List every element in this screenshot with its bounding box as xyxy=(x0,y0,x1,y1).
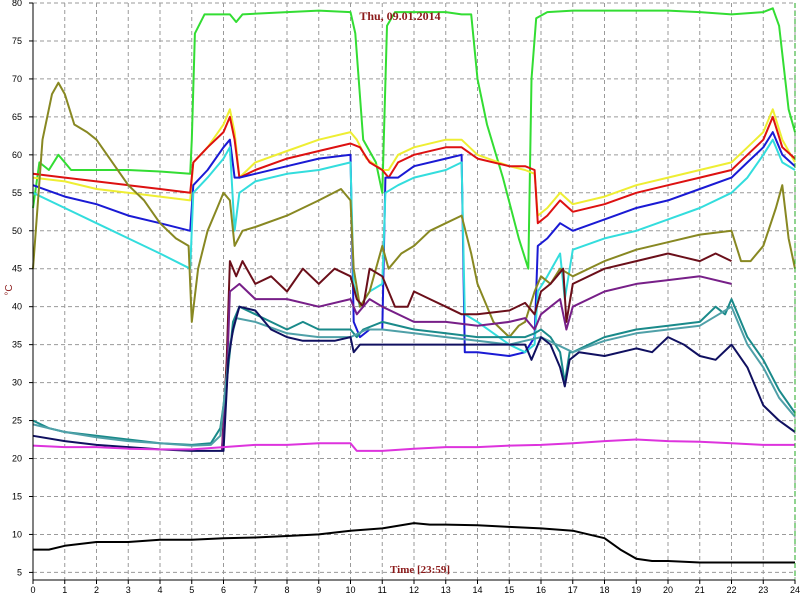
x-tick-label: 5 xyxy=(189,585,194,595)
x-tick-label: 21 xyxy=(695,585,705,595)
y-axis-label: °C xyxy=(4,284,15,295)
axis-layer xyxy=(29,2,796,584)
series-line-6 xyxy=(32,81,796,339)
series-layer xyxy=(32,7,796,564)
series-line-11 xyxy=(32,305,796,452)
x-tick-label: 1 xyxy=(62,585,67,595)
x-axis-label: Time [23:59] xyxy=(390,564,450,576)
y-tick-label: 50 xyxy=(12,226,22,236)
series-line-13 xyxy=(33,522,795,564)
y-tick-label: 80 xyxy=(12,0,22,8)
x-tick-label: 18 xyxy=(599,585,609,595)
y-tick-label: 10 xyxy=(12,529,22,539)
x-tick-label: 19 xyxy=(631,585,641,595)
y-tick-label: 35 xyxy=(12,340,22,350)
y-tick-label: 20 xyxy=(12,454,22,464)
x-tick-label: 7 xyxy=(253,585,258,595)
y-tick-label: 30 xyxy=(12,378,22,388)
x-tick-label: 13 xyxy=(441,585,451,595)
x-tick-label: 3 xyxy=(126,585,131,595)
x-tick-label: 10 xyxy=(345,585,355,595)
series-line-5 xyxy=(32,138,796,354)
chart-title: Thu, 09.01.2014 xyxy=(359,9,440,23)
x-tick-label: 9 xyxy=(316,585,321,595)
x-tick-label: 0 xyxy=(30,585,35,595)
y-tick-label: 70 xyxy=(12,74,22,84)
x-tick-label: 11 xyxy=(378,585,387,595)
y-tick-label: 5 xyxy=(17,567,22,577)
y-tick-label: 75 xyxy=(12,36,22,46)
x-tick-label: 23 xyxy=(758,585,768,595)
y-tick-label: 15 xyxy=(12,491,22,501)
y-tick-label: 65 xyxy=(12,112,22,122)
series-line-3 xyxy=(32,115,796,225)
series-line-4 xyxy=(32,131,796,357)
x-tick-label: 24 xyxy=(790,585,800,595)
x-tick-label: 17 xyxy=(568,585,578,595)
y-tick-label: 45 xyxy=(12,264,22,274)
x-tick-label: 14 xyxy=(472,585,482,595)
series-line-12 xyxy=(32,438,795,452)
x-tick-label: 22 xyxy=(726,585,736,595)
x-tick-label: 12 xyxy=(409,585,419,595)
tick-labels: 0 1 2 3 4 5 6 7 8 9 10 11 12 13 14 15 16 17 18 19 20 21 22 23 24… xyxy=(12,0,800,595)
series-line-1 xyxy=(32,7,796,270)
series-line-7 xyxy=(220,252,732,451)
series-line-9 xyxy=(32,298,796,446)
x-tick-label: 6 xyxy=(221,585,226,595)
x-tick-label: 16 xyxy=(536,585,546,595)
series-line-8 xyxy=(220,275,732,451)
y-tick-label: 40 xyxy=(12,302,22,312)
y-tick-label: 25 xyxy=(12,416,22,426)
y-tick-label: 60 xyxy=(12,150,22,160)
series-line-10 xyxy=(32,305,796,447)
x-tick-label: 20 xyxy=(663,585,673,595)
x-tick-label: 2 xyxy=(94,585,99,595)
y-tick-label: 55 xyxy=(12,188,22,198)
x-tick-label: 4 xyxy=(157,585,162,595)
x-tick-label: 8 xyxy=(284,585,289,595)
x-tick-label: 15 xyxy=(504,585,514,595)
